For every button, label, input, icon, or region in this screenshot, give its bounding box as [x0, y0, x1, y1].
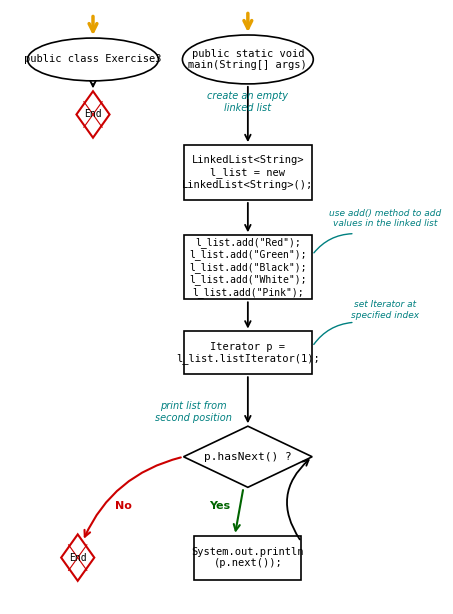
Text: LinkedList<String>
l_list = new
LinkedList<String>();: LinkedList<String> l_list = new LinkedLi…	[182, 155, 313, 190]
Text: create an empty
linked list: create an empty linked list	[207, 91, 289, 113]
Text: End: End	[69, 553, 87, 562]
Text: use add() method to add
values in the linked list: use add() method to add values in the li…	[329, 209, 441, 228]
Ellipse shape	[28, 38, 159, 81]
Text: p.hasNext() ?: p.hasNext() ?	[204, 452, 292, 462]
FancyBboxPatch shape	[183, 235, 312, 300]
FancyBboxPatch shape	[183, 145, 312, 200]
Text: System.out.println
(p.next());: System.out.println (p.next());	[192, 547, 304, 569]
Text: set Iterator at
specified index: set Iterator at specified index	[351, 300, 419, 320]
Text: End: End	[84, 109, 102, 120]
Polygon shape	[183, 426, 312, 488]
FancyBboxPatch shape	[183, 332, 312, 375]
Text: public class Exercise3: public class Exercise3	[24, 55, 162, 64]
Ellipse shape	[183, 35, 313, 84]
Text: Yes: Yes	[209, 500, 230, 511]
Polygon shape	[77, 91, 110, 138]
Text: No: No	[115, 500, 132, 511]
FancyBboxPatch shape	[194, 535, 301, 580]
Text: l_list.add("Red");
l_list.add("Green");
l_list.add("Black");
l_list.add("White"): l_list.add("Red"); l_list.add("Green"); …	[189, 237, 307, 298]
Polygon shape	[61, 534, 94, 581]
Text: Iterator p =
l_list.listIterator(1);: Iterator p = l_list.listIterator(1);	[176, 341, 320, 364]
Text: public static void
main(String[] args): public static void main(String[] args)	[188, 49, 307, 70]
Text: print list from
second position: print list from second position	[155, 402, 232, 423]
